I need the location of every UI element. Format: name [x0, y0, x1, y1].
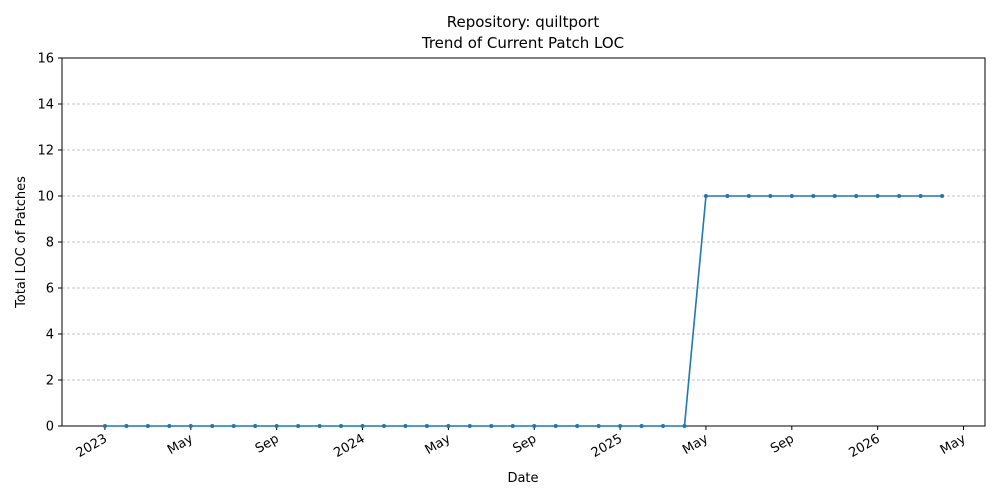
point [510, 424, 515, 428]
x-tick-label: Sep [768, 431, 797, 456]
point [789, 194, 794, 198]
point [553, 424, 558, 428]
x-tick-label: May [938, 431, 969, 458]
point [446, 424, 451, 428]
point [703, 194, 708, 198]
point [381, 424, 386, 428]
y-tick-label: 6 [46, 282, 54, 297]
y-tick-label: 8 [46, 236, 54, 251]
point [575, 424, 580, 428]
point [725, 194, 730, 198]
y-tick-label: 2 [46, 374, 54, 389]
point [532, 424, 537, 428]
point [124, 424, 129, 428]
x-tick-label: Sep [511, 431, 540, 456]
x-tick-label: 2024 [331, 431, 367, 461]
point [940, 194, 945, 198]
point [231, 424, 236, 428]
x-tick-label: 2025 [589, 431, 625, 461]
point [424, 424, 429, 428]
point [145, 424, 150, 428]
point [768, 194, 773, 198]
x-tick-label: Sep [253, 431, 282, 456]
point [296, 424, 301, 428]
point [102, 424, 107, 428]
point [918, 194, 923, 198]
y-tick-label: 14 [37, 98, 54, 113]
point [467, 424, 472, 428]
y-tick-label: 16 [37, 52, 54, 67]
series-line [104, 195, 943, 427]
x-tick-label: May [165, 431, 196, 458]
point [339, 424, 344, 428]
point [253, 424, 258, 428]
point [210, 424, 215, 428]
y-axis-label: Total LOC of Patches [14, 176, 29, 309]
point [811, 194, 816, 198]
point [746, 194, 751, 198]
point [875, 194, 880, 198]
point [167, 424, 172, 428]
point [274, 424, 279, 428]
point [639, 424, 644, 428]
point [661, 424, 666, 428]
x-tick-label: May [680, 431, 711, 458]
chart-title: Repository: quiltport [447, 13, 600, 31]
chart-subtitle: Trend of Current Patch LOC [421, 34, 624, 52]
point [188, 424, 193, 428]
x-tick-label: 2026 [847, 431, 883, 461]
x-tick-label: May [423, 431, 454, 458]
x-axis-label: Date [507, 471, 538, 486]
y-tick-label: 12 [37, 144, 54, 159]
point [489, 424, 494, 428]
point [832, 194, 837, 198]
point [854, 194, 859, 198]
point [403, 424, 408, 428]
point [897, 194, 902, 198]
y-tick-label: 0 [46, 420, 54, 435]
x-tick-label: 2023 [74, 431, 110, 461]
point [618, 424, 623, 428]
y-tick-label: 4 [46, 328, 54, 343]
point [317, 424, 322, 428]
point [596, 424, 601, 428]
point [682, 424, 687, 428]
point [360, 424, 365, 428]
y-tick-label: 10 [37, 190, 54, 205]
